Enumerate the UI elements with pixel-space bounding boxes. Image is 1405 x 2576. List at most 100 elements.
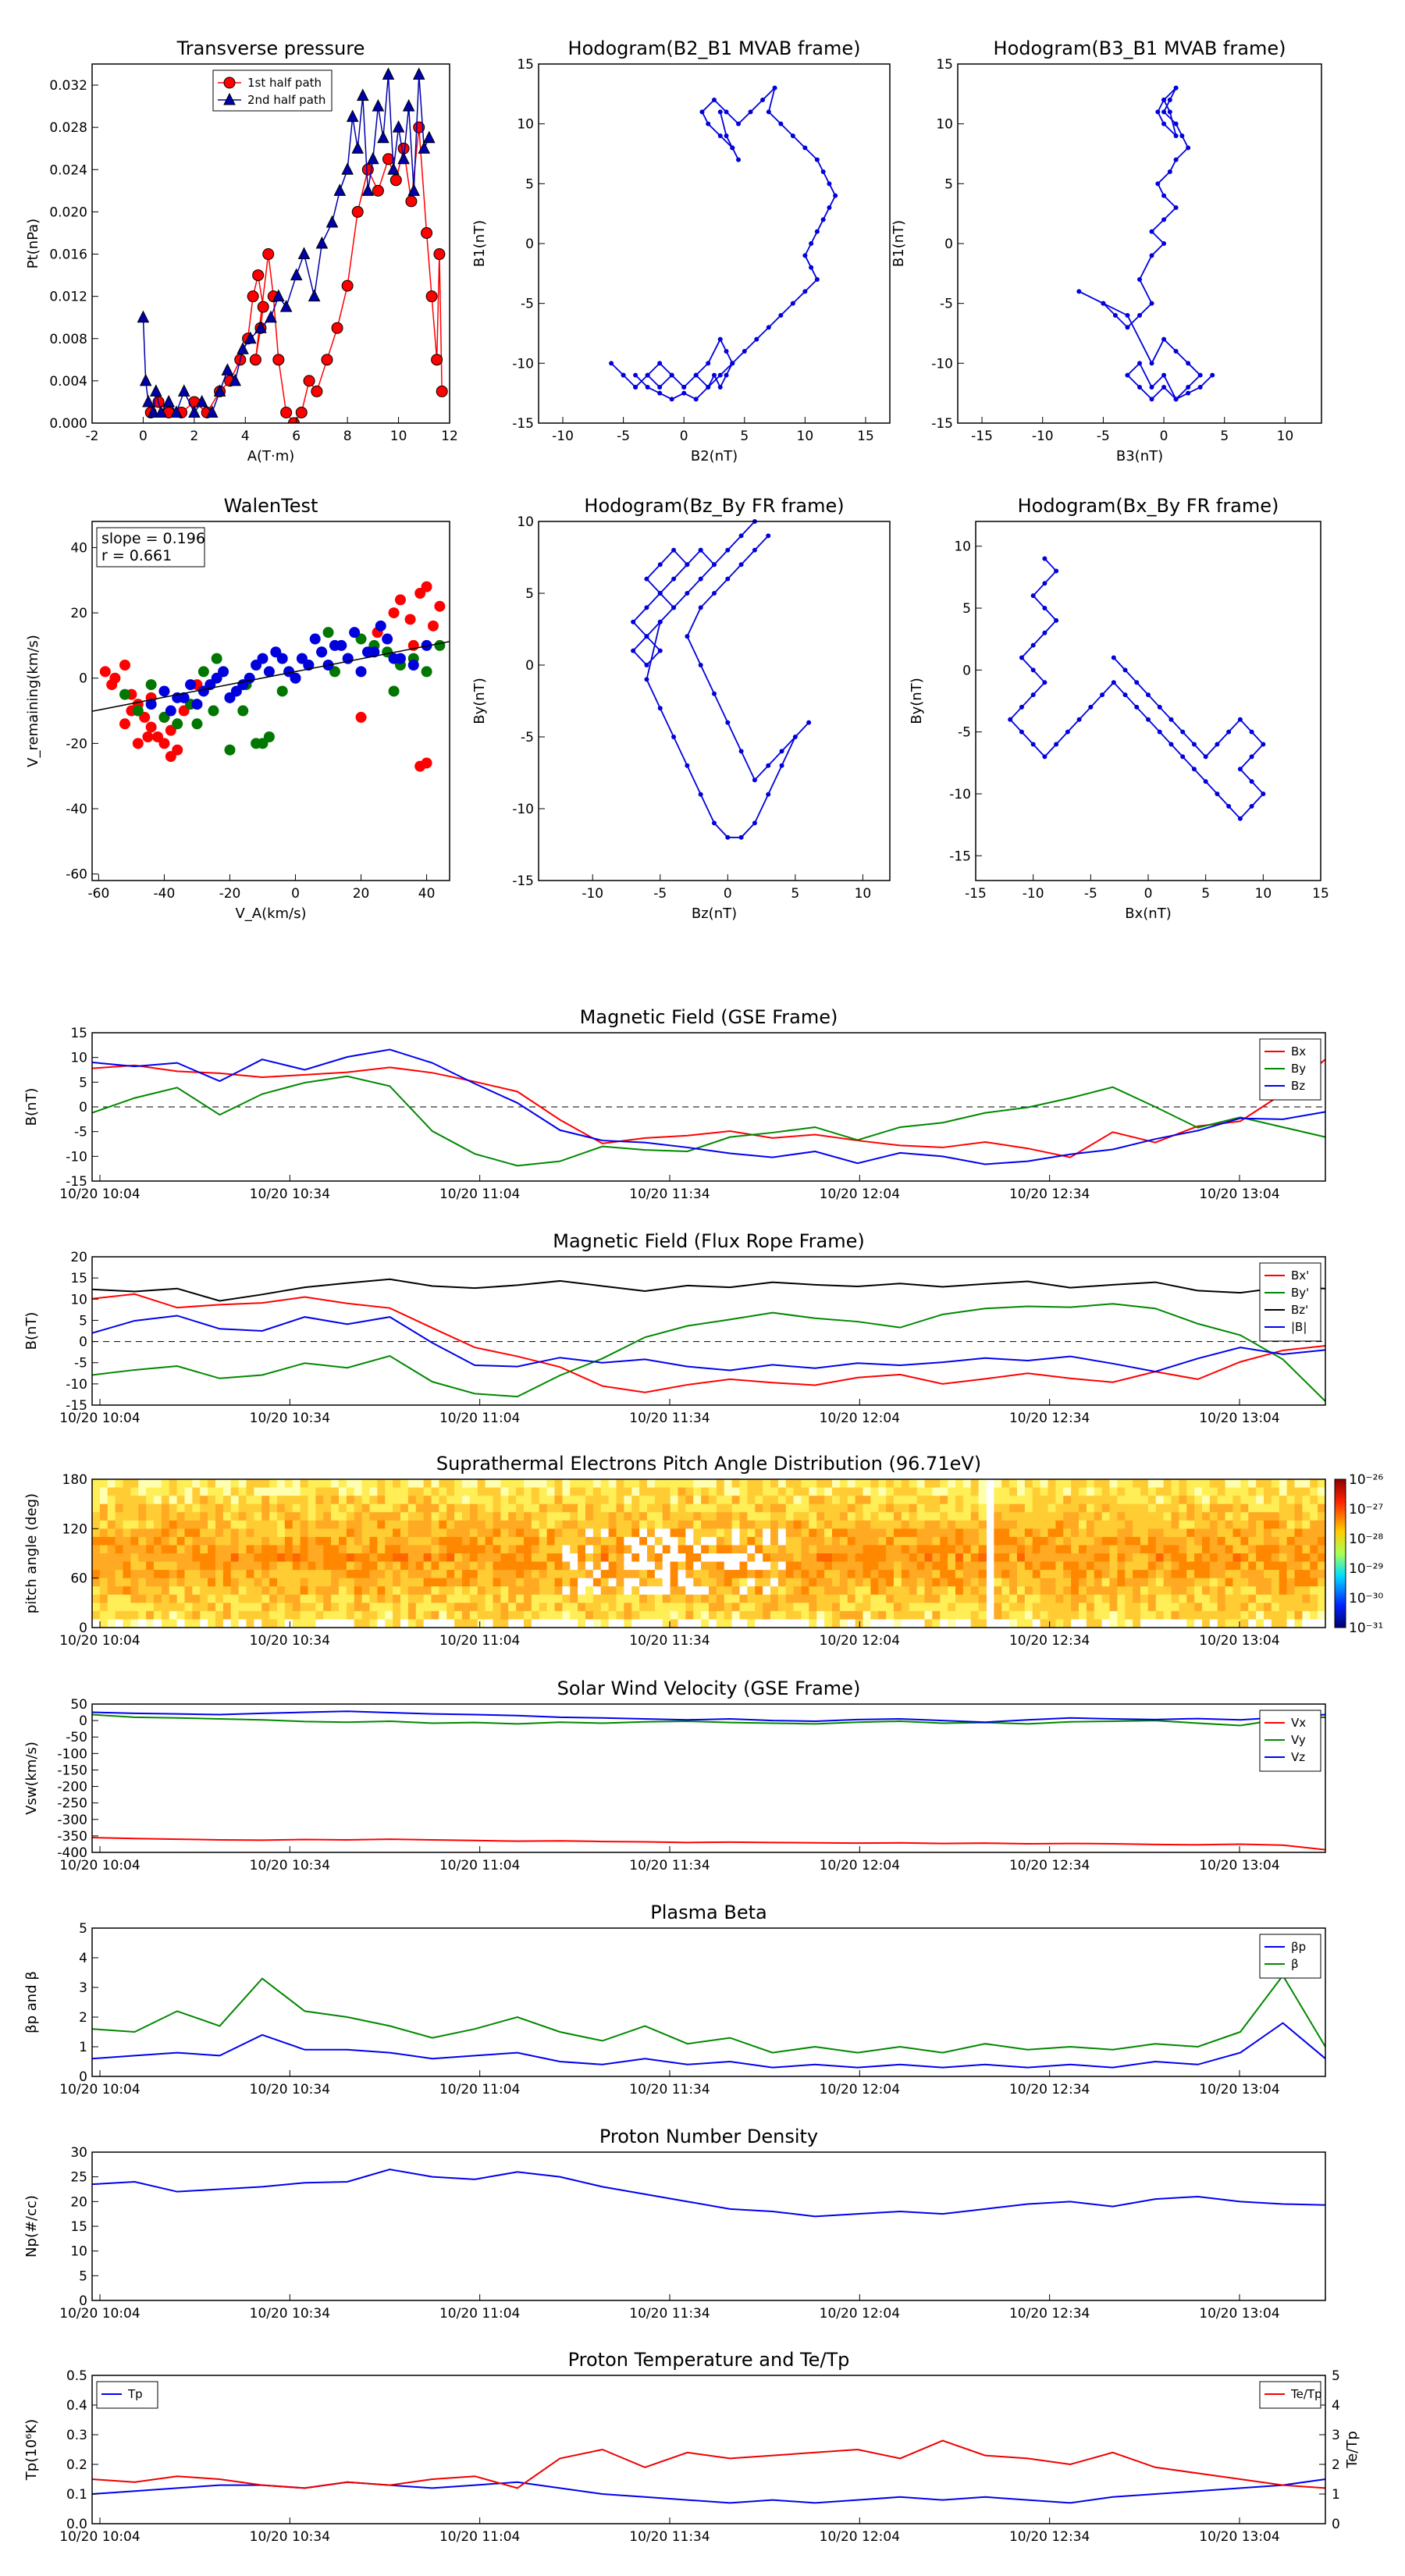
data-point: [738, 749, 744, 754]
data-point: [351, 141, 365, 154]
heatmap-cell: [562, 1594, 571, 1603]
heatmap-cell: [801, 1487, 809, 1496]
y-tick-label: 15: [936, 57, 953, 73]
heatmap-cell: [832, 1619, 841, 1628]
heatmap-cell: [670, 1561, 678, 1571]
heatmap-cell: [1063, 1578, 1072, 1587]
heatmap-cell: [123, 1536, 131, 1546]
x-tick-label: 10/20 10:04: [59, 2082, 140, 2097]
heatmap-cell: [770, 1594, 779, 1603]
heatmap-cell: [948, 1570, 956, 1579]
heatmap-cell: [777, 1520, 787, 1529]
chart-title: Magnetic Field (Flux Rope Frame): [553, 1230, 864, 1252]
heatmap-cell: [277, 1570, 286, 1579]
heatmap-cell: [1294, 1561, 1303, 1571]
heatmap-cell: [562, 1553, 571, 1563]
heatmap-cell: [431, 1586, 439, 1596]
legend: [1259, 2381, 1321, 2409]
heatmap-cell: [1040, 1528, 1048, 1538]
heatmap-cell: [592, 1503, 602, 1513]
heatmap-cell: [832, 1603, 841, 1612]
heatmap-cell: [901, 1619, 910, 1628]
heatmap-cell: [154, 1553, 162, 1563]
heatmap-cell: [570, 1528, 578, 1538]
heatmap-cell: [130, 1553, 139, 1563]
heatmap-cell: [130, 1610, 139, 1620]
y-tick-label: 0.020: [49, 205, 87, 220]
heatmap-cell: [407, 1487, 417, 1496]
data-point: [772, 85, 777, 91]
heatmap-cell: [770, 1496, 779, 1505]
heatmap-cell: [1256, 1619, 1264, 1628]
heatmap-cell: [192, 1586, 201, 1596]
heatmap-cell: [578, 1594, 586, 1603]
heatmap-cell: [1202, 1603, 1211, 1612]
heatmap-cell: [385, 1520, 393, 1529]
heatmap-cell: [585, 1528, 594, 1538]
heatmap-cell: [816, 1570, 825, 1579]
data-point: [132, 738, 144, 749]
heatmap-cell: [624, 1553, 632, 1563]
heatmap-cell: [1101, 1553, 1110, 1563]
heatmap-cell: [446, 1619, 455, 1628]
heatmap-cell: [169, 1479, 178, 1489]
heatmap-cell: [894, 1603, 902, 1612]
heatmap-cell: [701, 1570, 710, 1579]
data-point: [145, 721, 157, 733]
heatmap-cell: [1094, 1545, 1103, 1554]
heatmap-cell: [1063, 1528, 1072, 1538]
heatmap-cell: [739, 1553, 748, 1563]
heatmap-cell: [1163, 1503, 1172, 1513]
heatmap-cell: [570, 1545, 578, 1554]
heatmap-cell: [1217, 1553, 1226, 1563]
heatmap-cell: [92, 1603, 101, 1612]
heatmap-cell: [369, 1561, 378, 1571]
heatmap-cell: [138, 1503, 147, 1513]
heatmap-cell: [246, 1545, 254, 1554]
heatmap-cell: [1040, 1496, 1048, 1505]
heatmap-cell: [592, 1536, 602, 1546]
heatmap-cell: [631, 1570, 640, 1579]
heatmap-cell: [354, 1594, 363, 1603]
data-point: [1076, 289, 1082, 294]
heatmap-cell: [978, 1578, 987, 1587]
heatmap-cell: [770, 1512, 779, 1521]
data-point: [1186, 145, 1191, 151]
x-tick-label: 20: [353, 886, 370, 902]
heatmap-cell: [647, 1594, 656, 1603]
heatmap-cell: [624, 1610, 632, 1620]
heatmap-cell: [146, 1561, 155, 1571]
heatmap-cell: [608, 1610, 617, 1620]
heatmap-cell: [1194, 1561, 1203, 1571]
heatmap-cell: [847, 1553, 856, 1563]
heatmap-cell: [1310, 1503, 1318, 1513]
heatmap-cell: [407, 1528, 417, 1538]
heatmap-cell: [1086, 1570, 1095, 1579]
heatmap-cell: [1125, 1520, 1133, 1529]
heatmap-cell: [1225, 1594, 1233, 1603]
y-tick-label: -20: [66, 736, 87, 752]
heatmap-cell: [994, 1503, 1002, 1513]
y-tick-label: 15: [70, 1026, 87, 1041]
heatmap-cell: [570, 1487, 578, 1496]
heatmap-cell: [415, 1487, 425, 1496]
heatmap-cell: [1225, 1503, 1233, 1513]
y-tick-label: -60: [66, 867, 87, 883]
heatmap-cell: [161, 1512, 170, 1521]
heatmap-cell: [978, 1512, 987, 1521]
heatmap-cell: [407, 1586, 417, 1596]
data-point: [1249, 803, 1254, 809]
heatmap-cell: [1040, 1512, 1048, 1521]
heatmap-cell: [785, 1561, 795, 1571]
data-point: [257, 738, 269, 749]
heatmap-cell: [1063, 1619, 1072, 1628]
heatmap-cell: [485, 1619, 493, 1628]
heatmap-cell: [1155, 1578, 1165, 1587]
heatmap-cell: [585, 1578, 594, 1587]
heatmap-cell: [361, 1586, 370, 1596]
heatmap-cell: [777, 1512, 787, 1521]
heatmap-cell: [161, 1570, 170, 1579]
heatmap-cell: [678, 1536, 686, 1546]
heatmap-cell: [863, 1586, 871, 1596]
data-point: [249, 354, 261, 366]
